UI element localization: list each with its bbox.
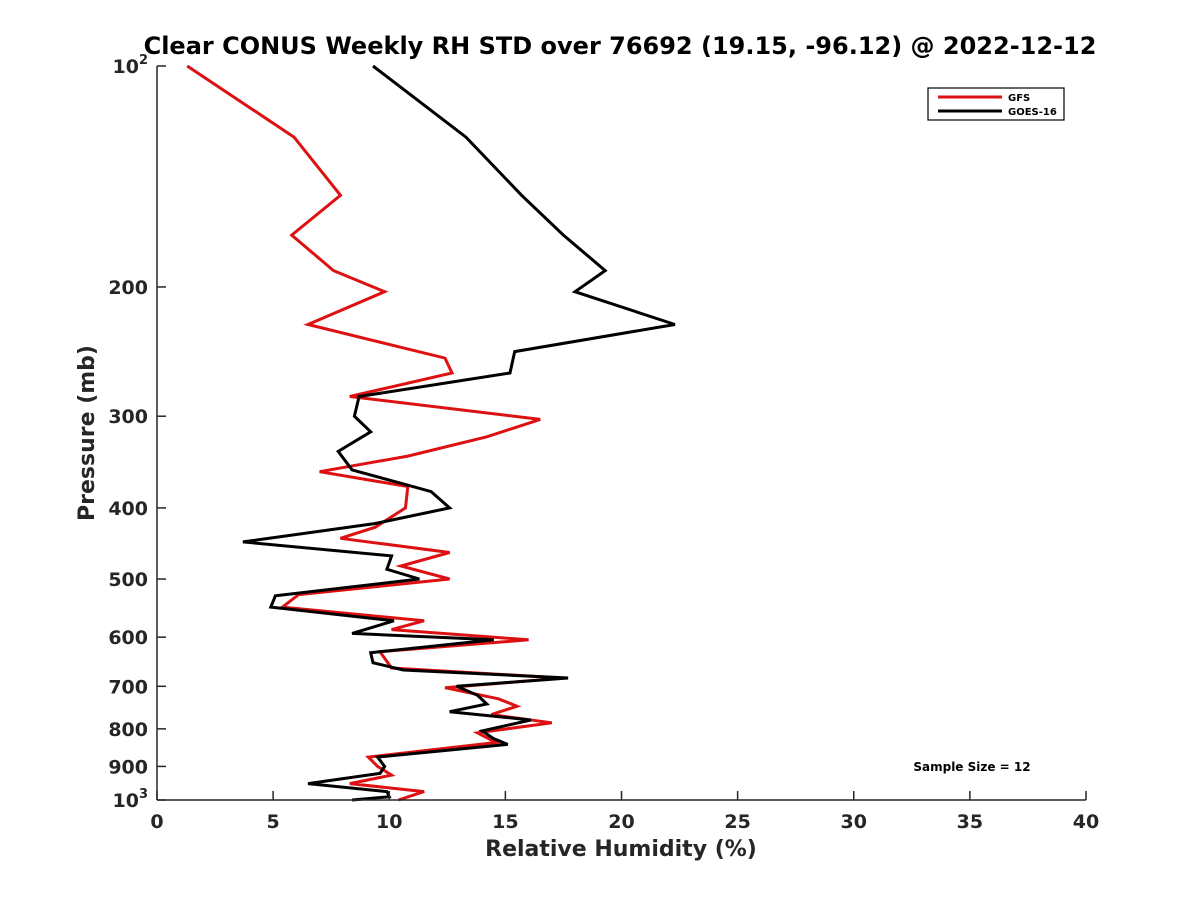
x-tick-label: 25 xyxy=(724,811,750,833)
sample-size-annotation: Sample Size = 12 xyxy=(913,760,1030,774)
legend-label: GFS xyxy=(1008,93,1030,104)
y-tick-label: 800 xyxy=(108,719,148,741)
x-tick-label: 10 xyxy=(376,811,402,833)
legend-box xyxy=(927,87,1065,121)
y-tick-label: 600 xyxy=(108,627,148,649)
x-tick-label: 35 xyxy=(957,811,983,833)
chart-title: Clear CONUS Weekly RH STD over 76692 (19… xyxy=(144,32,1097,60)
x-tick-label: 20 xyxy=(608,811,634,833)
y-tick-label: 300 xyxy=(108,406,148,428)
x-tick-label: 40 xyxy=(1073,811,1099,833)
series-line-goes-16 xyxy=(242,64,676,802)
series-layer xyxy=(186,64,676,802)
series-line-gfs xyxy=(186,64,564,802)
y-tick-label: 500 xyxy=(108,569,148,591)
y-axis-label: Pressure (mb) xyxy=(75,345,100,521)
x-tick-label: 30 xyxy=(841,811,867,833)
x-tick-label: 0 xyxy=(150,811,163,833)
y-tick-label: 103 xyxy=(113,787,149,812)
y-tick-label: 700 xyxy=(108,676,148,698)
legend: GFS GOES-16 xyxy=(927,87,1065,121)
y-tick-label: 900 xyxy=(108,756,148,778)
x-axis-label: Relative Humidity (%) xyxy=(485,837,757,862)
y-tick-label: 400 xyxy=(108,498,148,520)
y-tick-label: 200 xyxy=(108,277,148,299)
legend-label: GOES-16 xyxy=(1008,107,1057,118)
plot-area xyxy=(157,66,1086,800)
y-tick-label: 102 xyxy=(113,53,149,78)
x-tick-label: 15 xyxy=(492,811,518,833)
x-tick-label: 5 xyxy=(267,811,280,833)
ticks-layer: 0 5 10 15 20 25 30 35 40 102 200 300 400 500 600 700 800… xyxy=(108,53,1099,833)
axes-background xyxy=(157,66,1086,800)
